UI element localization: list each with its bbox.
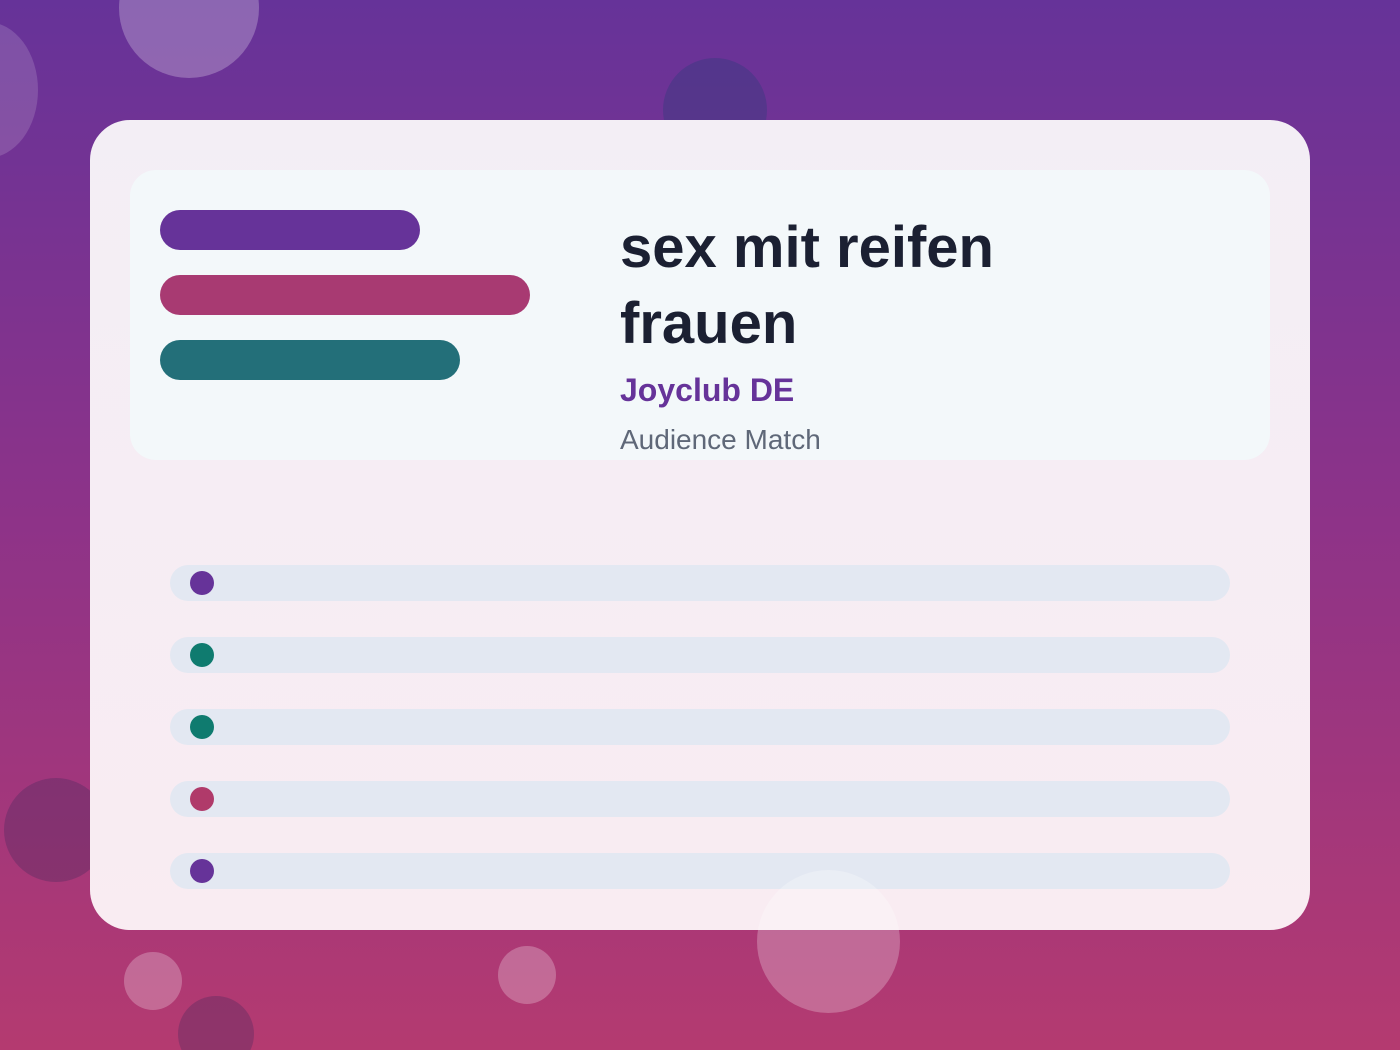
dot xyxy=(190,715,214,739)
list-row xyxy=(170,781,1230,817)
bubble xyxy=(757,870,900,1013)
subtitle: Audience Match xyxy=(620,424,821,455)
title: sex mit reifen frauen xyxy=(620,215,994,356)
list-row xyxy=(170,709,1230,745)
bubble xyxy=(0,22,38,158)
accent-bar xyxy=(160,275,530,315)
bubble xyxy=(124,952,182,1010)
accent-bar xyxy=(160,340,460,380)
list-row xyxy=(170,637,1230,673)
dot xyxy=(190,787,214,811)
brand: Joyclub DE xyxy=(620,372,795,408)
bubble xyxy=(119,0,259,78)
dot xyxy=(190,571,214,595)
dot xyxy=(190,859,214,883)
header-panel: sex mit reifen frauen Joyclub DE Audienc… xyxy=(130,170,1270,460)
list-row xyxy=(170,853,1230,889)
bubble xyxy=(178,996,254,1050)
dot xyxy=(190,643,214,667)
card: sex mit reifen frauen Joyclub DE Audienc… xyxy=(90,120,1310,930)
list-row xyxy=(170,565,1230,601)
bubble xyxy=(498,946,556,1004)
accent-bar xyxy=(160,210,420,250)
